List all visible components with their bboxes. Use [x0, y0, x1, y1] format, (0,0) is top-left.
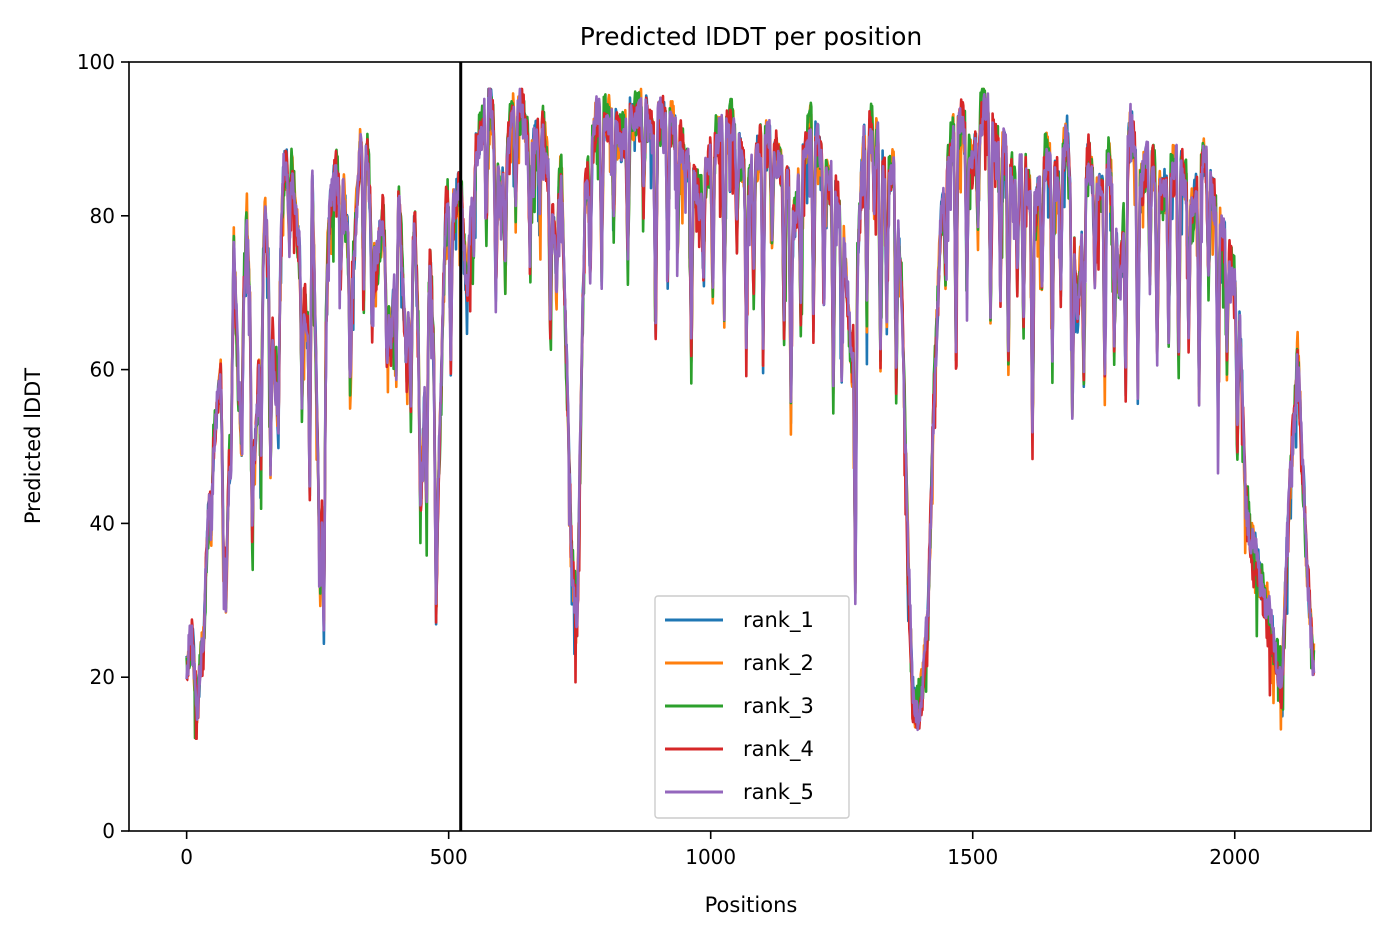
- y-tick-label: 20: [90, 665, 115, 689]
- legend-label-rank-2: rank_2: [743, 651, 814, 676]
- plot-frame: [128, 61, 1372, 832]
- x-tick-label: 500: [430, 845, 468, 869]
- legend-label-rank-5: rank_5: [743, 780, 814, 805]
- x-tick-label: 2000: [1209, 845, 1260, 869]
- legend-box: [654, 595, 850, 819]
- series-line-rank-5: [185, 87, 1316, 732]
- x-axis-label: Positions: [705, 893, 798, 917]
- legend-label-rank-3: rank_3: [743, 694, 814, 719]
- y-tick-label: 60: [90, 358, 115, 382]
- x-tick-label: 1000: [685, 845, 736, 869]
- legend: rank_1 rank_2 rank_3 rank_4 rank_5: [654, 595, 850, 819]
- legend-label-rank-1: rank_1: [743, 608, 814, 633]
- x-tick-label: 1500: [947, 845, 998, 869]
- y-tick-label: 100: [77, 50, 115, 74]
- chart-title: Predicted lDDT per position: [580, 22, 922, 51]
- axis-ticks: 0 500 1000 1500 2000 0 20 40 60 80 100: [77, 50, 1260, 869]
- legend-label-rank-4: rank_4: [743, 737, 814, 762]
- y-tick-label: 0: [102, 819, 115, 843]
- y-axis-label: Predicted lDDT: [21, 368, 45, 524]
- series-layer: [185, 87, 1316, 741]
- y-tick-label: 80: [90, 204, 115, 228]
- x-tick-label: 0: [180, 845, 193, 869]
- y-tick-label: 40: [90, 511, 115, 535]
